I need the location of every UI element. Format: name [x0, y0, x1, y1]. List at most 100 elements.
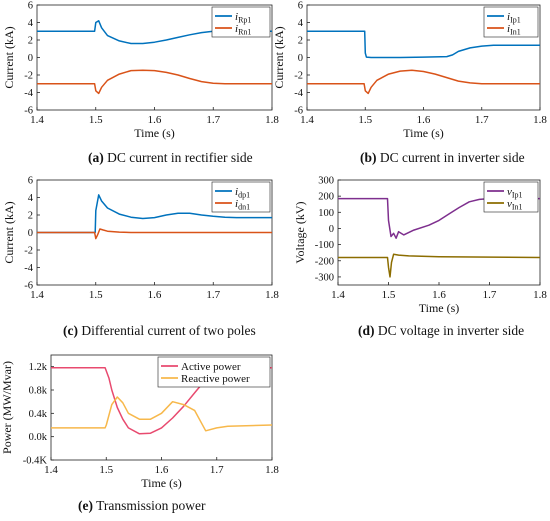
legend-box — [211, 6, 271, 38]
legend-box — [211, 181, 271, 213]
y-tick-label: -4 — [24, 88, 33, 99]
x-tick-label: 1.8 — [265, 114, 279, 126]
y-tick-label: 4 — [28, 193, 34, 204]
y-tick-label: -100 — [315, 240, 334, 251]
series-line-rn1 — [37, 69, 272, 95]
y-tick-label: 6 — [28, 1, 33, 12]
legend-entry: iRn1 — [235, 23, 251, 37]
chart-d: 1.4 1.5 1.6 1.7 1.8 -300 -200 -100 0 100 200 300 Tim… — [293, 176, 547, 316]
y-axis-label: Current (kA) — [2, 26, 16, 88]
chart-c: 1.4 1.5 1.6 1.7 1.8 -6 -4 -2 0 2 4 6 Current (kA) idp… — [2, 176, 279, 302]
legend-box — [483, 6, 539, 38]
series-line-rp1 — [37, 20, 272, 45]
x-tick-label: 1.7 — [206, 289, 220, 301]
series-line-in1 — [307, 69, 540, 95]
y-tick-label: 0.4k — [29, 409, 48, 420]
x-tick-label: 1.6 — [148, 114, 162, 126]
chart-a: 1.4 1.5 1.6 1.7 1.8 -6 -4 -2 0 2 4 6 Time (s) Current… — [2, 1, 279, 141]
caption-c-text: Differential current of two poles — [81, 323, 256, 338]
y-axis-label: Voltage (kV) — [293, 201, 307, 263]
y-tick-label: 4 — [298, 18, 304, 29]
y-tick-label: 200 — [318, 192, 334, 203]
x-tick-label: 1.4 — [44, 464, 58, 476]
caption-d-text: DC voltage in inverter side — [377, 323, 525, 338]
x-tick-label: 1.5 — [99, 464, 113, 476]
x-axis-label: Time (s) — [141, 476, 182, 490]
y-tick-label: -4 — [24, 263, 33, 274]
y-tick-label: 1.2k — [29, 362, 48, 373]
x-axis-label: Time (s) — [419, 301, 460, 315]
y-tick-label: 0.8k — [29, 386, 48, 397]
x-tick-label: 1.8 — [533, 114, 547, 126]
y-tick-label: -2 — [24, 71, 33, 82]
y-tick-label: -2 — [24, 246, 33, 257]
x-tick-label: 1.6 — [432, 289, 446, 301]
x-tick-label: 1.8 — [533, 289, 547, 301]
x-tick-label: 1.5 — [382, 289, 396, 301]
y-tick-label: 2 — [28, 211, 33, 222]
y-tick-label: -6 — [24, 281, 33, 292]
x-tick-label: 1.4 — [30, 289, 44, 301]
series-line-ip1 — [307, 30, 540, 59]
series-line-dp1 — [37, 194, 272, 234]
y-tick-label: 2 — [298, 36, 303, 47]
series-line-dn1 — [37, 228, 272, 240]
caption-e-label: (e) — [78, 498, 93, 513]
y-tick-label: -6 — [24, 106, 33, 117]
caption-d: (d) DC voltage in inverter side — [358, 323, 524, 339]
x-axis-label: Time (s) — [134, 126, 175, 140]
chart-e: 1.4 1.5 1.6 1.7 1.8 -0.4K 0.0k 0.4k 0.8k 1.2k Time… — [0, 354, 279, 490]
x-tick-label: 1.6 — [148, 289, 162, 301]
legend-entry: idn1 — [235, 198, 250, 212]
legend-entry: Active power — [181, 361, 241, 373]
legend-entry: iIp1 — [507, 11, 521, 25]
caption-b-label: (b) — [360, 150, 377, 165]
legend-entry: idp1 — [235, 186, 250, 200]
caption-c-label: (c) — [63, 323, 78, 338]
legend-entry: vIp1 — [507, 186, 523, 200]
caption-e-text: Transmission power — [96, 498, 206, 513]
y-tick-label: 0 — [329, 224, 334, 235]
x-tick-label: 1.7 — [206, 114, 220, 126]
legend-entry: iRp1 — [235, 11, 251, 25]
x-tick-label: 1.6 — [417, 114, 431, 126]
x-tick-label: 1.8 — [265, 464, 279, 476]
x-tick-label: 1.8 — [265, 289, 279, 301]
y-tick-label: -300 — [315, 272, 334, 283]
caption-e: (e) Transmission power — [78, 498, 206, 514]
x-tick-label: 1.5 — [358, 114, 372, 126]
x-tick-label: 1.5 — [89, 114, 103, 126]
series-line-reactive-power — [51, 396, 272, 432]
y-tick-label: -6 — [294, 106, 303, 117]
x-tick-label: 1.7 — [210, 464, 224, 476]
caption-b: (b) DC current in inverter side — [360, 150, 525, 166]
y-axis-label: Current (kA) — [2, 201, 16, 263]
y-tick-label: 300 — [318, 176, 334, 187]
y-tick-label: -4 — [294, 88, 303, 99]
caption-a-text: DC current in rectifier side — [107, 150, 253, 165]
y-axis-label: Current (kA) — [272, 26, 286, 88]
y-tick-label: -0.4K — [23, 456, 48, 467]
x-axis-label: Time (s) — [403, 126, 444, 140]
y-axis-label: Power (MW/Mvar) — [0, 361, 14, 454]
y-tick-label: 2 — [28, 36, 33, 47]
y-tick-label: 0.0k — [29, 432, 48, 443]
x-tick-label: 1.4 — [331, 289, 345, 301]
x-tick-label: 1.6 — [155, 464, 169, 476]
caption-d-label: (d) — [358, 323, 375, 338]
x-tick-label: 1.4 — [30, 114, 44, 126]
chart-b: 1.4 1.5 1.6 1.7 1.8 -6 -4 -2 0 2 4 6 Time (s) Current… — [272, 1, 547, 141]
legend-box — [483, 181, 539, 213]
y-tick-label: 0 — [28, 228, 33, 239]
x-tick-label: 1.4 — [300, 114, 314, 126]
caption-c: (c) Differential current of two poles — [63, 323, 256, 339]
y-tick-label: 0 — [298, 53, 303, 64]
x-tick-label: 1.7 — [475, 114, 489, 126]
y-tick-label: 0 — [28, 53, 33, 64]
y-tick-label: 6 — [298, 1, 303, 12]
series-line-ip1 — [338, 197, 540, 239]
y-tick-label: 100 — [318, 208, 334, 219]
